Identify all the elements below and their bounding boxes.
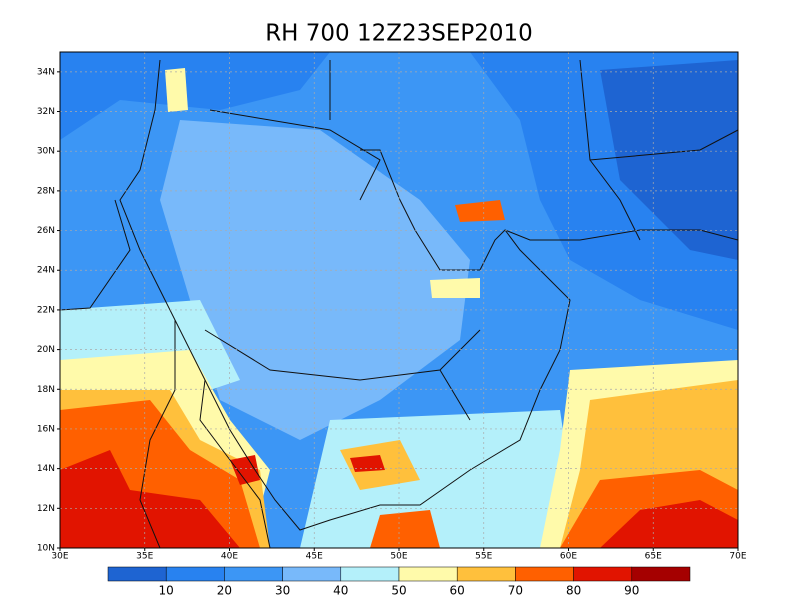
- field-region: [600, 60, 738, 260]
- coastline: [504, 229, 738, 241]
- lat-tick-label: 30N: [37, 147, 55, 157]
- lat-tick-label: 14N: [37, 464, 55, 474]
- rh-field: [60, 52, 738, 548]
- colorbar-label: 40: [333, 584, 348, 598]
- border: [579, 59, 738, 241]
- field-region: [165, 68, 188, 112]
- colorbar-swatch: [456, 566, 516, 582]
- colorbar: 10 20 30 40 50 60 70 80 90: [107, 566, 691, 598]
- colorbar-label: 10: [159, 584, 174, 598]
- colorbar-label: 90: [624, 584, 639, 598]
- colorbar-swatch: [224, 566, 283, 582]
- colorbar-swatch: [631, 566, 691, 582]
- lon-tick-label: 45E: [306, 552, 323, 562]
- colorbar-label: 50: [391, 584, 406, 598]
- lat-tick-label: 12N: [37, 504, 55, 514]
- lon-tick-label: 30E: [51, 552, 68, 562]
- field-region: [370, 510, 440, 548]
- lat-tick-label: 16N: [37, 424, 55, 434]
- colorbar-label: 60: [450, 584, 465, 598]
- title: RH 700 12Z23SEP2010: [265, 21, 533, 47]
- tick-labels: 10N 12N 14N 16N 18N 20N 22N 24N 26N 28N 30N 32N 34N 3…: [37, 67, 747, 561]
- field-region: [300, 410, 580, 548]
- lat-tick-label: 32N: [37, 107, 55, 117]
- field-region: [60, 52, 330, 140]
- field-region: [455, 200, 505, 222]
- field-region: [60, 450, 240, 548]
- lon-tick-label: 60E: [560, 552, 577, 562]
- coastline: [60, 199, 131, 311]
- field-region: [350, 455, 385, 472]
- field-region: [600, 500, 738, 548]
- field-region: [160, 120, 470, 440]
- colorbar-swatch: [282, 566, 342, 582]
- colorbar-label: 80: [566, 584, 581, 598]
- lat-tick-label: 10N: [37, 544, 55, 554]
- lon-tick-label: 70E: [729, 552, 746, 562]
- lat-tick-label: 20N: [37, 345, 55, 355]
- colorbar-label: 70: [508, 584, 523, 598]
- colorbar-swatch: [515, 566, 574, 582]
- colorbar-label: 20: [217, 584, 232, 598]
- lat-tick-label: 28N: [37, 186, 55, 196]
- field-region: [230, 455, 260, 485]
- lon-tick-label: 35E: [136, 552, 153, 562]
- lon-tick-label: 65E: [645, 552, 662, 562]
- colorbar-swatch: [398, 566, 458, 582]
- colorbar-swatch: [165, 566, 225, 582]
- lat-tick-label: 24N: [37, 266, 55, 276]
- colorbar-swatch: [340, 566, 400, 582]
- lon-tick-label: 50E: [390, 552, 407, 562]
- lat-tick-label: 34N: [37, 67, 55, 77]
- coastline: [199, 379, 271, 548]
- lat-tick-label: 26N: [37, 226, 55, 236]
- colorbar-swatch: [573, 566, 633, 582]
- lon-tick-label: 40E: [221, 552, 238, 562]
- lat-tick-label: 22N: [37, 305, 55, 315]
- lat-tick-label: 18N: [37, 385, 55, 395]
- colorbar-label: 30: [275, 584, 290, 598]
- colorbar-swatch: [107, 566, 167, 582]
- grid: [59, 52, 739, 549]
- coastline: [139, 320, 176, 548]
- border: [204, 60, 481, 421]
- field-region: [430, 278, 480, 298]
- lon-tick-label: 55E: [475, 552, 492, 562]
